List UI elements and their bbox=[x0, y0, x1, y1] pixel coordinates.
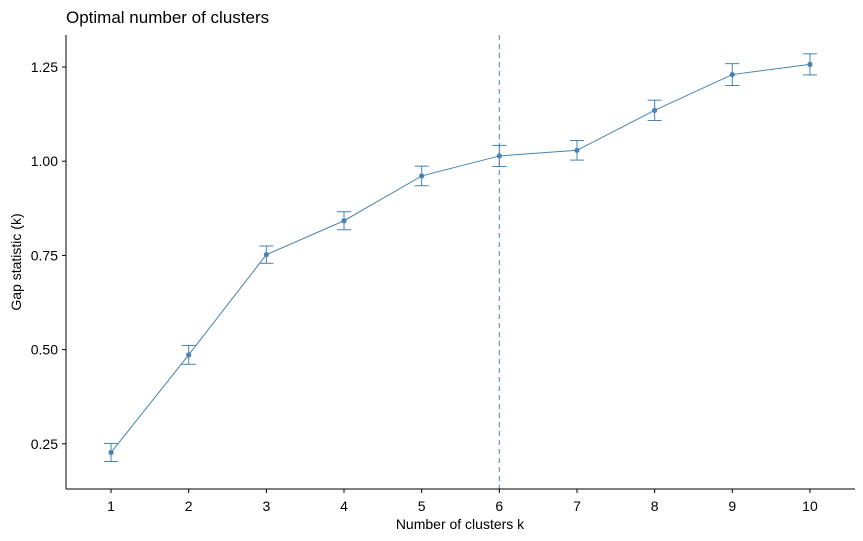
data-point bbox=[263, 252, 269, 258]
x-tick-label: 3 bbox=[262, 498, 270, 514]
y-tick-label: 1.25 bbox=[31, 59, 58, 75]
data-point bbox=[574, 147, 580, 153]
x-tick-label: 5 bbox=[418, 498, 426, 514]
plot-area bbox=[104, 35, 817, 489]
data-point bbox=[108, 449, 114, 456]
chart-title: Optimal number of clusters bbox=[66, 8, 269, 27]
x-tick-label: 2 bbox=[185, 498, 193, 514]
x-tick-label: 1 bbox=[107, 498, 115, 514]
data-point bbox=[341, 218, 347, 224]
y-tick-label: 0.25 bbox=[31, 436, 58, 452]
x-tick-label: 9 bbox=[728, 498, 736, 514]
x-tick-label: 8 bbox=[651, 498, 659, 514]
gap-series-line bbox=[110, 63, 811, 453]
x-tick-label: 4 bbox=[340, 498, 348, 514]
data-point bbox=[807, 61, 813, 67]
x-tick-label: 6 bbox=[495, 498, 503, 514]
data-point bbox=[419, 173, 425, 179]
y-axis-ticks: 0.25 0.50 0.75 1.00 1.25 bbox=[31, 59, 66, 452]
x-tick-label: 10 bbox=[802, 498, 818, 514]
x-tick-label: 7 bbox=[573, 498, 581, 514]
y-tick-label: 0.50 bbox=[31, 342, 58, 358]
x-axis-title: Number of clusters k bbox=[396, 516, 525, 532]
data-point bbox=[729, 71, 735, 78]
data-point bbox=[652, 107, 658, 113]
x-axis-ticks: 1 2 3 4 5 6 7 8 9 10 bbox=[107, 489, 818, 514]
data-point bbox=[186, 352, 192, 358]
data-point bbox=[496, 153, 502, 159]
y-tick-label: 0.75 bbox=[31, 247, 58, 263]
y-axis-title: Gap statistic (k) bbox=[8, 213, 24, 310]
y-tick-label: 1.00 bbox=[31, 153, 58, 169]
